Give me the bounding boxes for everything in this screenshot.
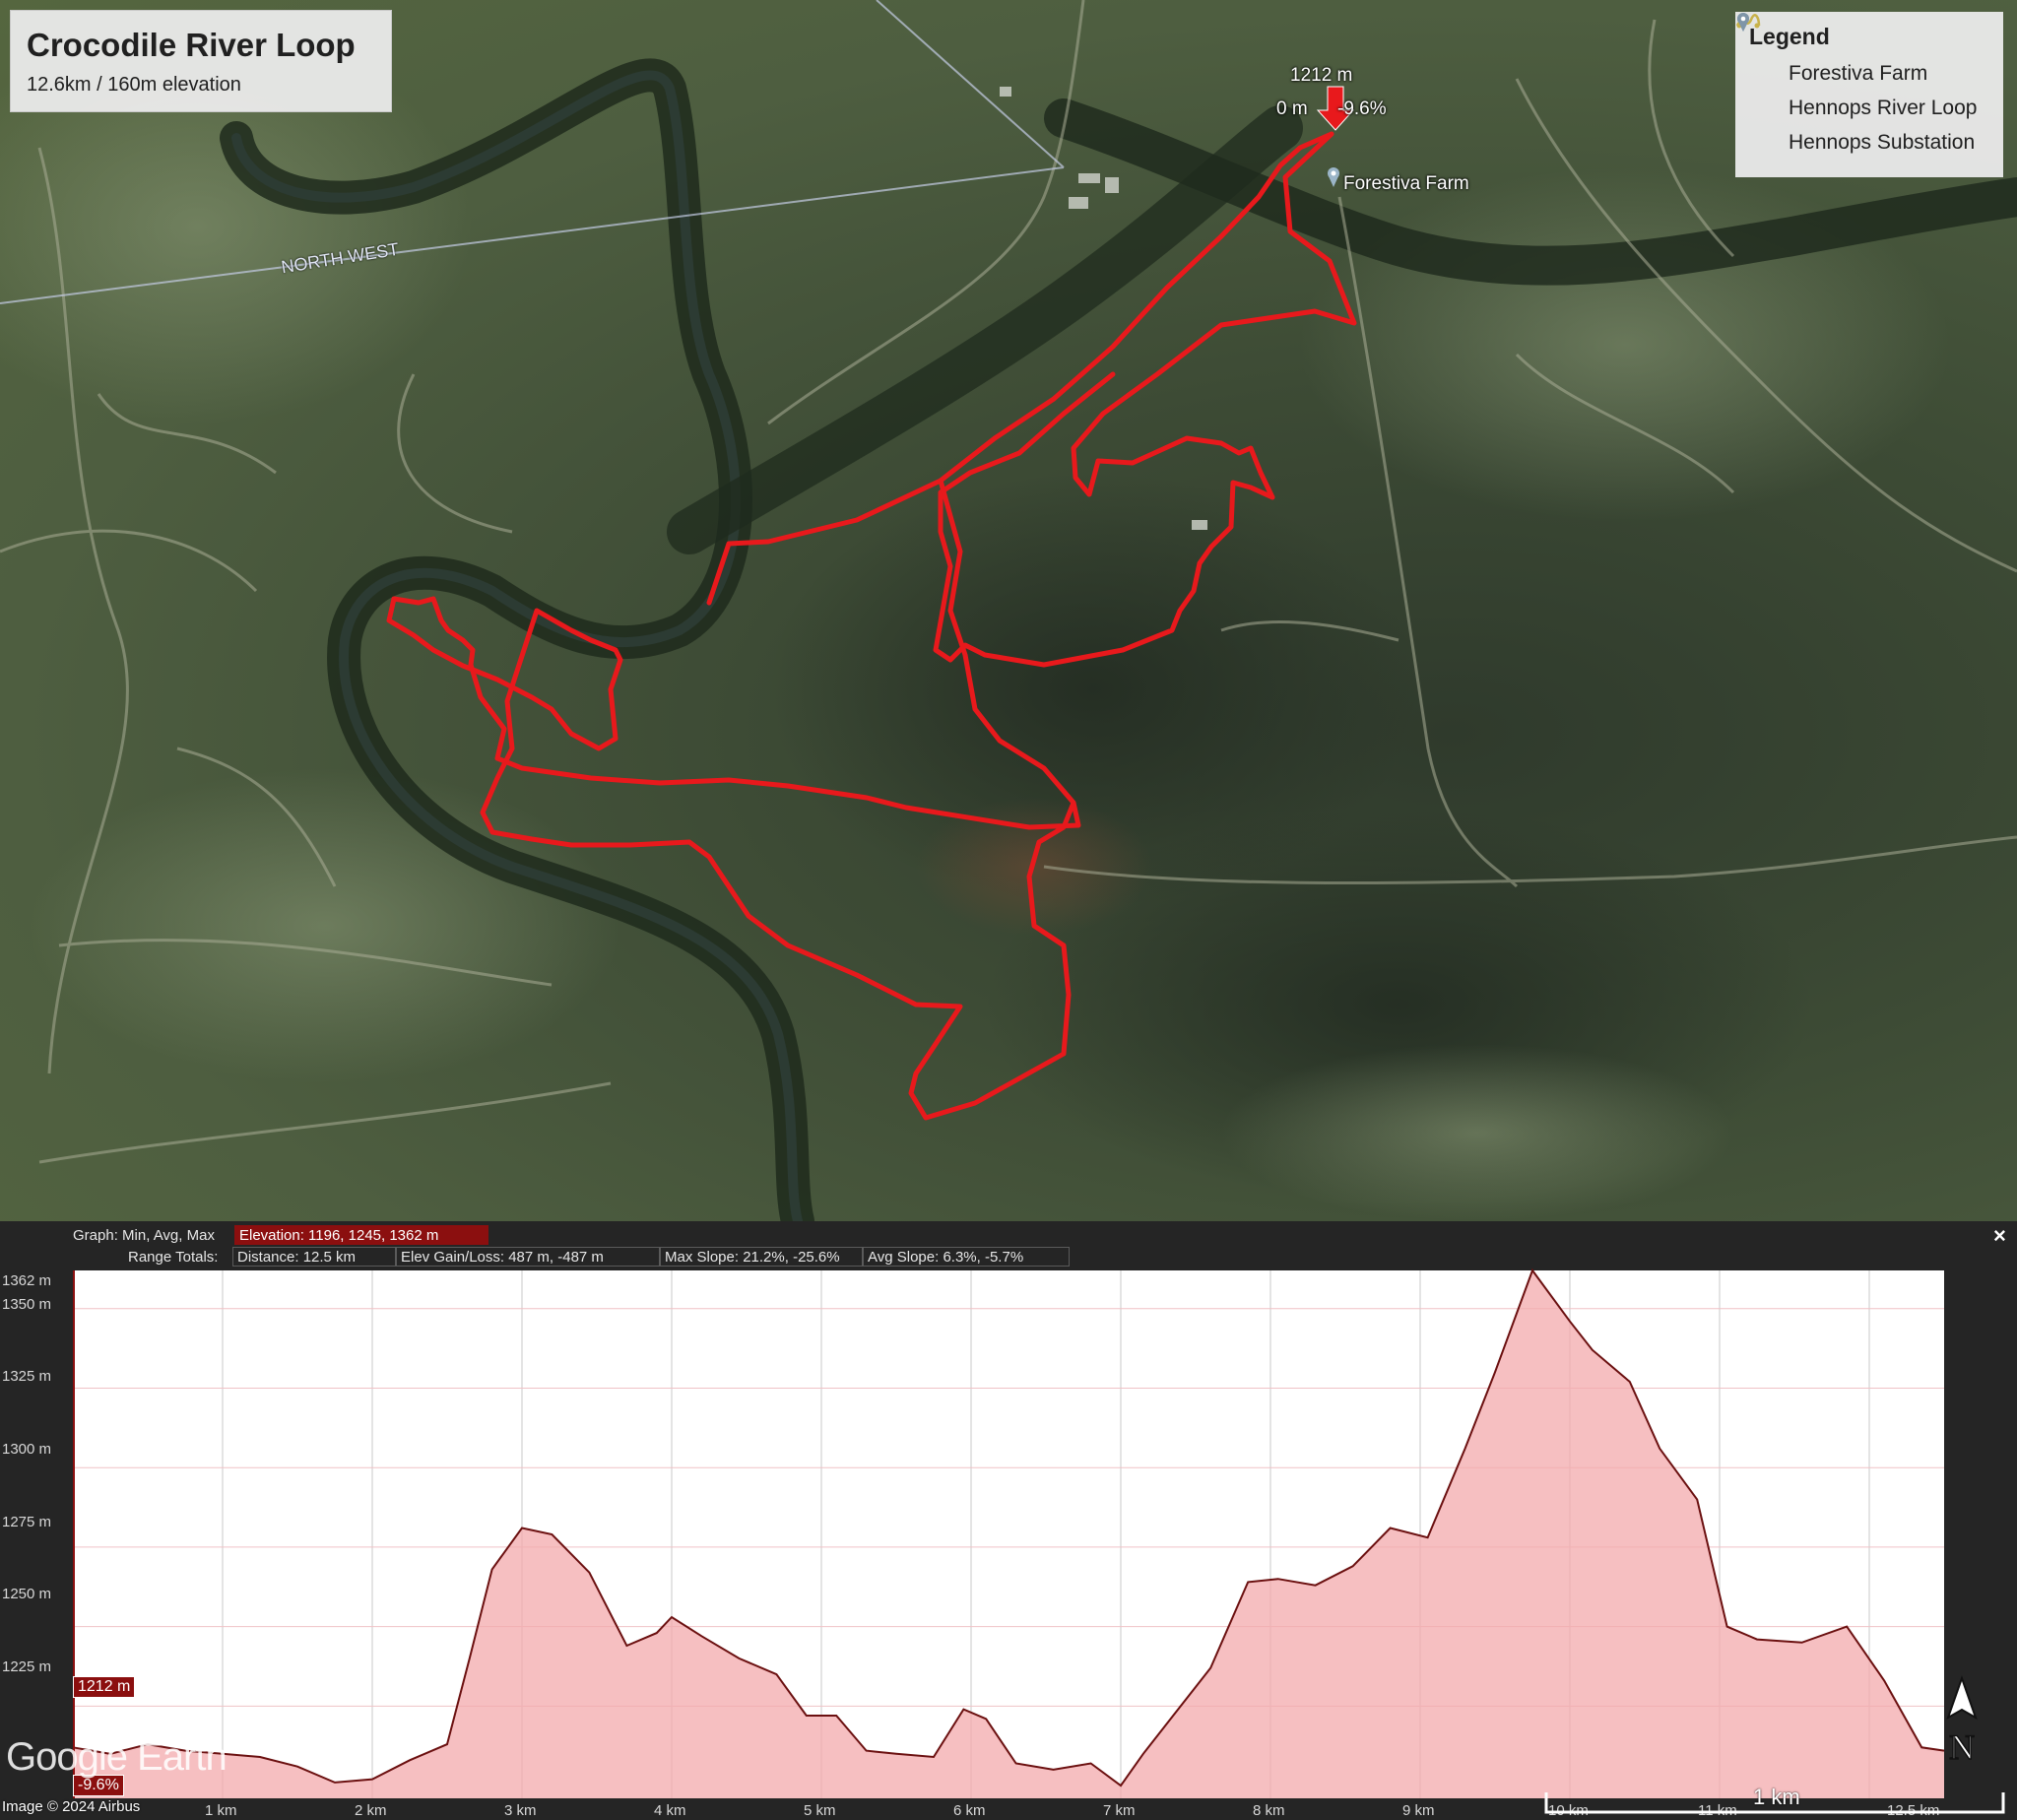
elevation-area — [73, 1270, 1944, 1798]
map-view[interactable]: NORTH WEST Forestiva Farm 1212 m 0 m -9.… — [0, 0, 2017, 1221]
legend-title: Legend — [1749, 24, 1830, 49]
y-tick-label: 1275 m — [2, 1514, 52, 1530]
cursor-elevation: 1212 m — [1290, 65, 1353, 86]
y-tick-label: 1325 m — [2, 1368, 52, 1385]
x-tick-label: 7 km — [1103, 1802, 1136, 1819]
current-slope-badge: -9.6% — [73, 1775, 124, 1796]
power-lines — [0, 0, 1065, 304]
track-path — [706, 131, 1357, 668]
google-earth-logo: Google Earth — [6, 1735, 228, 1779]
x-tick-label: 5 km — [804, 1802, 836, 1819]
position-arrow-icon — [1316, 86, 1355, 131]
x-tick-label: 6 km — [953, 1802, 986, 1819]
north-arrow-icon[interactable]: N — [1934, 1674, 1989, 1763]
y-tick-label: 1300 m — [2, 1441, 52, 1458]
svg-text:N: N — [1949, 1727, 1975, 1763]
x-tick-label: 8 km — [1253, 1802, 1285, 1819]
x-tick-label: 1 km — [205, 1802, 237, 1819]
y-tick-label: 1225 m — [2, 1658, 52, 1675]
elevation-stat: Elevation: 1196, 1245, 1362 m — [234, 1225, 488, 1245]
legend-panel: Legend Forestiva Farm Hennops River Loop… — [1735, 12, 2003, 177]
scale-bar: 1 km — [1544, 1785, 2007, 1814]
close-profile-button[interactable]: × — [1993, 1223, 2006, 1248]
gain-loss-stat: Elev Gain/Loss: 487 m, -487 m — [396, 1247, 660, 1267]
legend-label: Hennops River Loop — [1789, 96, 1978, 119]
placemark-icon — [1328, 167, 1339, 187]
place-label[interactable]: Forestiva Farm — [1343, 173, 1469, 194]
legend-label: Forestiva Farm — [1789, 61, 1928, 85]
x-tick-label: 4 km — [654, 1802, 686, 1819]
imagery-credit: Image © 2024 Airbus — [2, 1798, 141, 1815]
cursor-distance: 0 m — [1276, 98, 1308, 119]
distance-stat: Distance: 12.5 km — [232, 1247, 396, 1267]
x-tick-label: 9 km — [1402, 1802, 1435, 1819]
x-tick-label: 3 km — [504, 1802, 537, 1819]
y-tick-label: 1362 m — [2, 1272, 52, 1289]
y-tick-label: 1250 m — [2, 1586, 52, 1602]
avg-slope-stat: Avg Slope: 6.3%, -5.7% — [863, 1247, 1070, 1267]
legend-label: Hennops Substation — [1789, 130, 1976, 154]
max-slope-stat: Max Slope: 21.2%, -25.6% — [660, 1247, 863, 1267]
y-tick-label: 1350 m — [2, 1296, 52, 1313]
cursor-slope: -9.6% — [1337, 98, 1387, 119]
elevation-line — [72, 1268, 1945, 1788]
x-tick-label: 2 km — [355, 1802, 387, 1819]
range-label: Range Totals: — [128, 1249, 219, 1266]
farm-buildings — [1000, 87, 1207, 530]
satellite-imagery — [0, 0, 2017, 1221]
scale-label: 1 km — [1753, 1785, 1800, 1809]
dirt-roads — [0, 0, 2017, 1164]
graph-label: Graph: Min, Avg, Max — [73, 1227, 215, 1244]
legend-item-hennops-substation[interactable]: Hennops Substation — [1737, 13, 1989, 160]
tour-title: Crocodile River Loop — [27, 27, 356, 63]
tour-subtitle: 12.6km / 160m elevation — [27, 74, 241, 96]
tour-title-card: Crocodile River Loop 12.6km / 160m eleva… — [10, 10, 392, 112]
track-path-south — [386, 478, 1081, 1121]
river — [220, 58, 2017, 1221]
current-elevation-badge: 1212 m — [73, 1676, 136, 1698]
